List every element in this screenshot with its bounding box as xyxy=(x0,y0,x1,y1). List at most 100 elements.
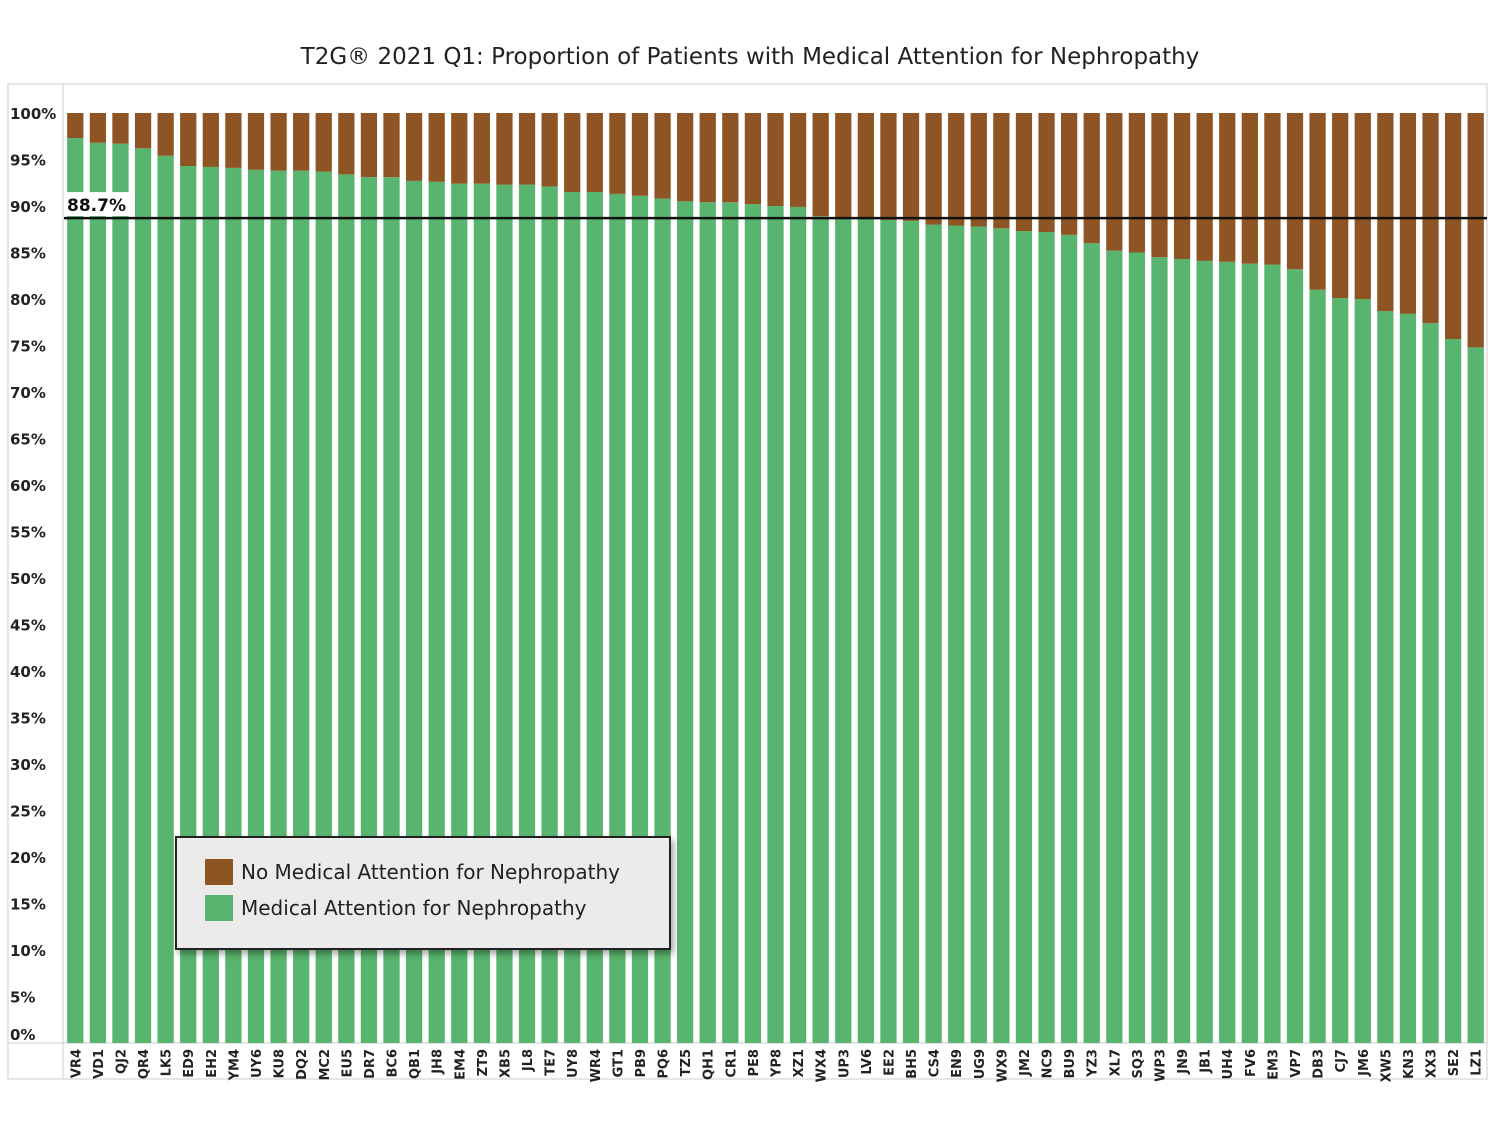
bar-no-medical-attention-LV6 xyxy=(857,113,874,220)
bar-medical-attention-VP7 xyxy=(1286,269,1304,1043)
bar-no-medical-attention-TE7 xyxy=(541,113,558,187)
bar-no-medical-attention-XB5 xyxy=(496,113,513,185)
bar-no-medical-attention-VP7 xyxy=(1286,113,1304,270)
x-tick-label: KN3 xyxy=(1402,1049,1417,1079)
bar-no-medical-attention-BH5 xyxy=(902,113,920,221)
x-tick-label: BU9 xyxy=(1063,1049,1078,1079)
bar-medical-attention-QJ2 xyxy=(112,143,129,1043)
y-tick-label: 65% xyxy=(10,431,46,449)
bar-medical-attention-QR4 xyxy=(134,148,152,1044)
bar-no-medical-attention-QJ2 xyxy=(112,113,129,144)
bar-no-medical-attention-LK5 xyxy=(157,113,174,156)
bar-medical-attention-WX4 xyxy=(812,216,829,1044)
bar-medical-attention-FV6 xyxy=(1241,263,1258,1043)
bar-no-medical-attention-BU9 xyxy=(1061,113,1078,235)
bar-no-medical-attention-WX9 xyxy=(993,113,1010,229)
x-tick-label: SE2 xyxy=(1447,1049,1462,1076)
bar-medical-attention-YM4 xyxy=(225,167,242,1043)
x-tick-label: QJ2 xyxy=(115,1049,130,1074)
bar-medical-attention-TZ5 xyxy=(677,201,694,1044)
x-tick-label: QR4 xyxy=(137,1049,152,1079)
bar-medical-attention-JM2 xyxy=(1015,231,1033,1044)
x-tick-label: UG9 xyxy=(973,1049,988,1079)
bar-medical-attention-YZ3 xyxy=(1083,243,1100,1043)
bar-medical-attention-UY8 xyxy=(564,192,581,1044)
y-tick-label: 50% xyxy=(10,570,46,588)
bar-no-medical-attention-FV6 xyxy=(1241,113,1258,264)
y-tick-label: 55% xyxy=(10,524,46,542)
bar-medical-attention-EE2 xyxy=(880,219,897,1043)
x-tick-label: JH8 xyxy=(431,1049,446,1075)
y-tick-label: 85% xyxy=(10,245,46,263)
bar-medical-attention-XZ1 xyxy=(789,206,807,1043)
x-tick-label: WR4 xyxy=(589,1049,604,1082)
y-tick-label: 35% xyxy=(10,710,46,728)
bar-no-medical-attention-JH8 xyxy=(428,113,445,182)
x-tick-label: PQ6 xyxy=(657,1049,672,1079)
y-tick-label: 80% xyxy=(10,291,46,309)
bar-no-medical-attention-KN3 xyxy=(1399,113,1417,314)
x-tick-label: VP7 xyxy=(1289,1049,1304,1078)
bar-no-medical-attention-KU8 xyxy=(270,113,287,171)
bar-medical-attention-QH1 xyxy=(699,202,716,1043)
bar-no-medical-attention-YP8 xyxy=(767,113,784,206)
x-tick-label: EH2 xyxy=(205,1049,220,1078)
bar-no-medical-attention-UY6 xyxy=(247,113,265,170)
x-tick-label: JN9 xyxy=(1176,1049,1191,1075)
bar-medical-attention-EN9 xyxy=(948,225,965,1043)
bar-medical-attention-ZT9 xyxy=(473,183,490,1043)
x-tick-label: SQ3 xyxy=(1131,1049,1146,1078)
x-tick-label: LZ1 xyxy=(1470,1049,1485,1076)
x-tick-label: UY8 xyxy=(566,1049,581,1078)
bar-medical-attention-CR1 xyxy=(722,202,739,1043)
x-tick-label: UH4 xyxy=(1221,1049,1236,1079)
bar-no-medical-attention-SE2 xyxy=(1444,113,1462,339)
bar-medical-attention-PE8 xyxy=(744,204,762,1043)
x-tick-label: VD1 xyxy=(92,1049,107,1079)
x-tick-label: PB9 xyxy=(634,1049,649,1077)
bar-no-medical-attention-NC9 xyxy=(1038,113,1055,233)
x-tick-label: DR7 xyxy=(363,1049,378,1079)
bar-no-medical-attention-UP3 xyxy=(835,113,852,218)
bar-no-medical-attention-QR4 xyxy=(134,113,152,149)
x-tick-label: NC9 xyxy=(1041,1049,1056,1078)
y-tick-label: 20% xyxy=(10,849,46,867)
bar-no-medical-attention-QB1 xyxy=(405,113,423,181)
x-tick-label: MC2 xyxy=(318,1049,333,1081)
bar-medical-attention-WX9 xyxy=(993,228,1010,1043)
y-tick-label: 0% xyxy=(10,1026,35,1044)
bar-medical-attention-UP3 xyxy=(835,217,852,1043)
x-tick-label: EN9 xyxy=(950,1049,965,1078)
bar-no-medical-attention-CS4 xyxy=(925,113,942,225)
x-tick-label: WX9 xyxy=(995,1049,1010,1082)
bar-medical-attention-YP8 xyxy=(767,206,784,1043)
y-tick-label: 25% xyxy=(10,803,46,821)
legend-swatch-attention xyxy=(205,895,233,921)
x-tick-label: ZT9 xyxy=(476,1049,491,1076)
y-tick-label: 90% xyxy=(10,198,46,216)
x-tick-label: CS4 xyxy=(928,1049,943,1077)
legend-label-no-attention: No Medical Attention for Nephropathy xyxy=(241,860,621,884)
bar-no-medical-attention-PB9 xyxy=(631,113,649,196)
bar-no-medical-attention-CJ7 xyxy=(1332,113,1349,299)
x-tick-label: YZ3 xyxy=(1086,1049,1101,1078)
bar-medical-attention-UG9 xyxy=(970,226,987,1043)
bar-medical-attention-UY6 xyxy=(247,169,265,1044)
bar-medical-attention-SE2 xyxy=(1444,338,1462,1043)
bar-no-medical-attention-MC2 xyxy=(315,113,332,172)
bar-no-medical-attention-JL8 xyxy=(518,113,536,185)
x-tick-label: VR4 xyxy=(69,1049,84,1078)
bar-medical-attention-WP3 xyxy=(1151,257,1168,1043)
bars-group xyxy=(67,113,1484,1044)
bar-medical-attention-KN3 xyxy=(1399,313,1417,1043)
bar-medical-attention-MC2 xyxy=(315,171,332,1044)
x-tick-label: GT1 xyxy=(611,1049,626,1077)
chart-title: T2G® 2021 Q1: Proportion of Patients wit… xyxy=(300,44,1200,70)
x-tick-label: TZ5 xyxy=(679,1049,694,1076)
x-tick-label: QH1 xyxy=(702,1049,717,1080)
bar-no-medical-attention-EE2 xyxy=(880,113,897,220)
x-tick-label: ED9 xyxy=(182,1049,197,1078)
y-tick-label: 100% xyxy=(10,105,56,123)
bar-medical-attention-BH5 xyxy=(902,220,920,1043)
legend-item-no-attention: No Medical Attention for Nephropathy xyxy=(205,858,620,886)
